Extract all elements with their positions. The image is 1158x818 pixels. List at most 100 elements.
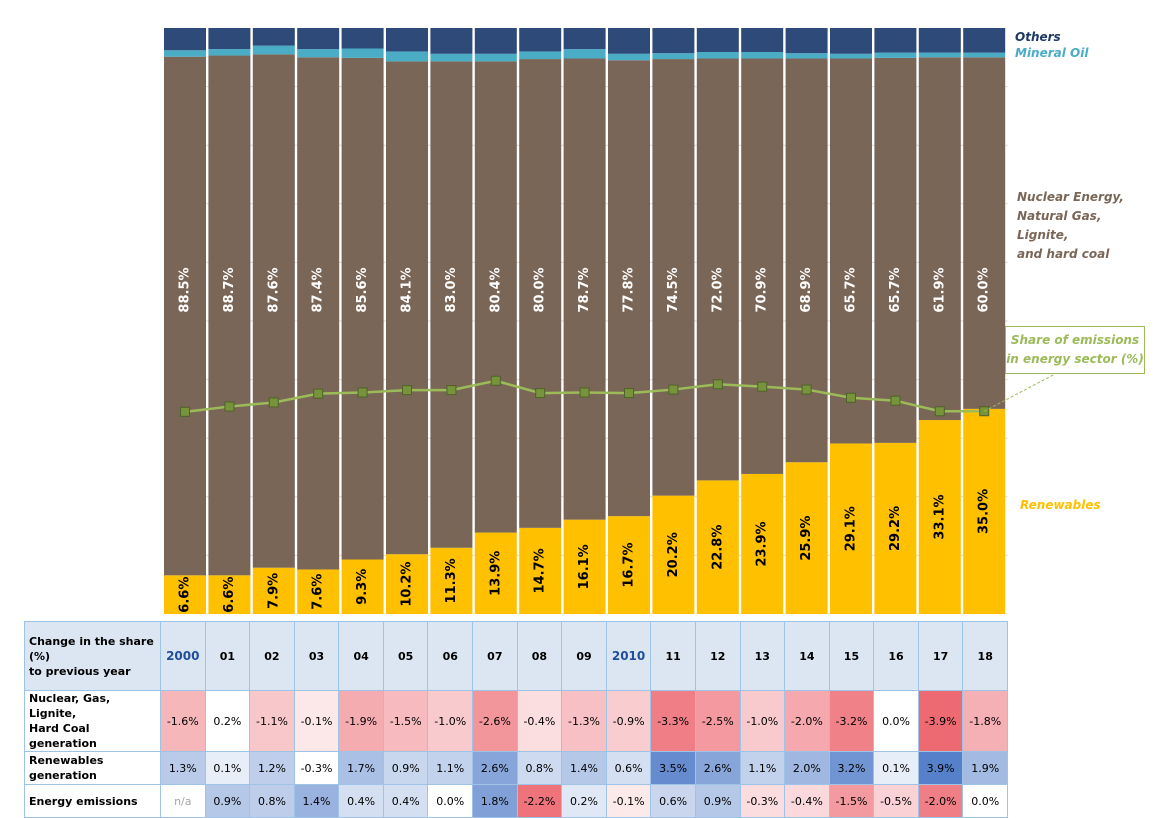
bar-oil <box>164 50 206 57</box>
bar-renewables <box>785 462 828 614</box>
label-renewables: 22.8% <box>710 525 725 570</box>
table-cell: 0.1% <box>873 751 919 785</box>
bar-others <box>386 28 428 52</box>
table-cell: -0.4% <box>516 690 563 752</box>
table-cell: 0.1% <box>204 751 251 785</box>
label-renewables: 29.2% <box>888 506 903 551</box>
table-cell: 0.0% <box>962 784 1008 818</box>
table-cell: -2.6% <box>472 690 518 752</box>
table-year-header: 07 <box>472 621 518 691</box>
legend-emissions-line: in energy sector (%) <box>1006 352 1144 366</box>
label-renewables: 9.3% <box>355 569 370 605</box>
label-renewables: 23.9% <box>755 521 770 566</box>
header-label-line: Change in the share (%) <box>29 634 154 663</box>
table-cell: -1.9% <box>338 690 384 752</box>
bar-renewables <box>918 420 961 614</box>
label-fossil: 85.6% <box>355 267 370 312</box>
table-header-label: Change in the share (%) to previous year <box>24 621 161 691</box>
emissions-marker <box>846 392 856 403</box>
bar-fossil <box>652 59 695 496</box>
label-renewables: 6.6% <box>222 577 237 613</box>
table-cell: 0.9% <box>382 751 429 785</box>
label-fossil: 65.7% <box>888 267 903 312</box>
label-fossil: 70.9% <box>755 267 770 312</box>
bar-fossil <box>563 58 606 520</box>
bar-fossil <box>208 55 251 576</box>
emissions-marker <box>490 375 501 386</box>
table-cell: 1.7% <box>338 751 384 785</box>
emissions-marker <box>668 384 679 395</box>
bar-others <box>297 28 340 50</box>
bar-oil <box>963 52 1006 58</box>
label-fossil: 78.7% <box>577 267 592 312</box>
bar-fossil <box>252 54 295 568</box>
table-year-header: 17 <box>917 621 964 691</box>
table-cell: 0.0% <box>427 784 474 818</box>
bar-others <box>830 28 872 54</box>
bar-fossil <box>608 60 650 517</box>
emissions-marker <box>890 395 901 406</box>
table-year-header: 15 <box>828 621 875 691</box>
legend-emissions-line: Share of emissions <box>1010 333 1140 347</box>
table-cell: 3.5% <box>650 751 696 785</box>
bar-others <box>963 28 1006 53</box>
bar-others <box>208 28 251 50</box>
legend-mineral-oil: Mineral Oil <box>1015 46 1089 60</box>
table-cell: -3.2% <box>828 690 875 752</box>
table-cell: 0.2% <box>561 784 607 818</box>
table-cell: 0.0% <box>873 690 919 752</box>
table-cell: 1.4% <box>293 784 340 818</box>
bar-others <box>608 28 650 54</box>
emissions-marker <box>313 388 324 399</box>
bar-fossil <box>918 57 961 421</box>
bar-oil <box>297 49 340 58</box>
bar-fossil <box>785 58 828 463</box>
label-renewables: 16.7% <box>622 543 637 588</box>
table-cell: 1.3% <box>160 751 206 785</box>
emissions-leader-line <box>983 373 1056 412</box>
label-renewables: 14.7% <box>533 548 548 593</box>
label-fossil: 87.4% <box>311 267 326 312</box>
label-fossil: 88.7% <box>222 267 237 312</box>
emissions-marker <box>934 406 945 417</box>
bar-oil <box>341 48 384 58</box>
table-cell: 1.2% <box>249 751 295 785</box>
label-fossil: 68.9% <box>799 267 814 312</box>
table-cell: -1.1% <box>249 690 295 752</box>
bar-others <box>741 28 784 53</box>
bar-fossil <box>341 57 384 560</box>
bar-renewables <box>297 569 340 614</box>
label-fossil: 74.5% <box>666 267 681 312</box>
table-cell: 2.6% <box>694 751 741 785</box>
bar-fossil <box>696 58 739 481</box>
bar-oil <box>741 52 784 59</box>
legend-fossil-line: Nuclear Energy, <box>1017 190 1124 204</box>
bar-renewables <box>652 495 695 614</box>
table-year-header: 16 <box>873 621 919 691</box>
legend-fossil-line: Lignite, <box>1017 228 1069 242</box>
label-fossil: 83.0% <box>444 267 459 312</box>
bar-renewables <box>208 575 251 614</box>
table-cell: -1.8% <box>962 690 1008 752</box>
bar-renewables <box>386 554 428 614</box>
table-row: Renewables generation 1.3% 0.1% 1.2% -0.3% 1.7… <box>24 751 1008 785</box>
table-row-label: Nuclear, Gas, Lignite, Hard Coal generati… <box>24 690 161 752</box>
bar-oil <box>430 53 473 62</box>
bar-others <box>519 28 562 52</box>
table-cell: -1.6% <box>160 690 206 752</box>
bar-fossil <box>963 57 1006 409</box>
table-row-label: Renewables generation <box>24 751 161 785</box>
label-renewables: 16.1% <box>577 544 592 589</box>
change-table: Change in the share (%) to previous year… <box>24 621 1008 818</box>
emissions-marker <box>224 401 235 412</box>
legend-emissions-box: Share of emissions in energy sector (%) <box>1005 326 1145 374</box>
table-cell: 0.9% <box>694 784 741 818</box>
bar-fossil <box>164 56 206 576</box>
bar-others <box>341 28 384 49</box>
bar-others <box>430 28 473 54</box>
label-renewables: 20.2% <box>666 532 681 577</box>
table-cell: 1.4% <box>561 751 607 785</box>
bar-fossil <box>830 58 872 444</box>
bar-renewables <box>519 527 562 614</box>
table-year-header: 08 <box>516 621 563 691</box>
